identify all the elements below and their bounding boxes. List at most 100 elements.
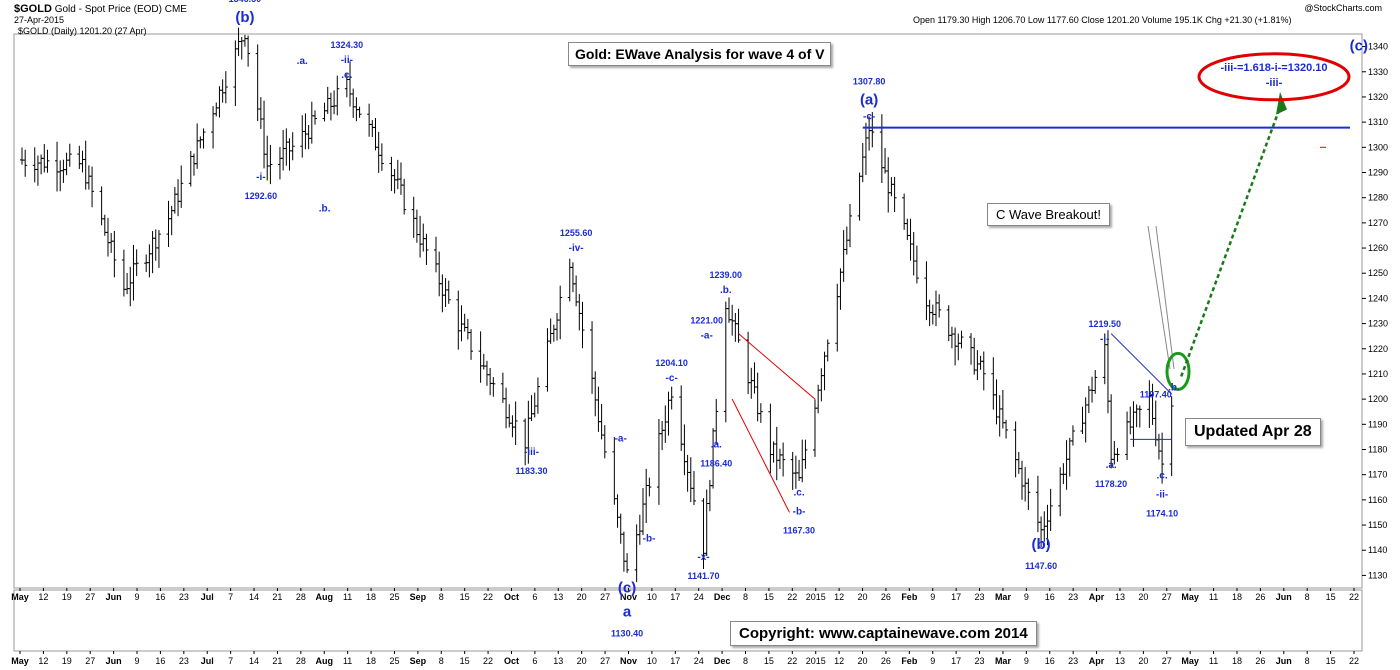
annotation-label: (a) — [860, 92, 878, 109]
annotation-label: 1292.60 — [245, 191, 278, 201]
x-tick-label: Sep — [410, 592, 427, 602]
wave-annotation: -a- — [615, 434, 627, 445]
x-tick-label: 16 — [1045, 592, 1055, 602]
wave-annotation: -b- — [643, 534, 656, 545]
wave-annotation: (c) a 1130.40 — [611, 579, 643, 638]
x-tick-label: 27 — [600, 592, 610, 602]
wave-annotation: -x- 1141.70 — [687, 552, 719, 581]
x-tick-label: 16 — [155, 656, 165, 666]
wave-annotation: .a. 1178.20 — [1095, 460, 1127, 489]
x-tick-label: Apr — [1089, 592, 1105, 602]
x-tick-label: 8 — [1305, 592, 1310, 602]
y-tick-label: 1180 — [1368, 445, 1387, 455]
y-tick-label: 1130 — [1368, 570, 1387, 580]
x-tick-label: 26 — [881, 592, 891, 602]
annotation-label: -b- — [793, 506, 806, 517]
x-tick-label: 15 — [764, 592, 774, 602]
x-tick-label: Mar — [995, 656, 1012, 666]
y-tick-label: 1160 — [1368, 495, 1387, 505]
x-tick-label: 9 — [930, 656, 935, 666]
y-tick-label: 1230 — [1368, 319, 1388, 329]
x-tick-label: 15 — [764, 656, 774, 666]
x-tick-label: 12 — [834, 656, 844, 666]
red-upper-trendline — [738, 333, 816, 400]
target-formula: -iii-=1.618-i-=1320.10 — [1220, 62, 1328, 74]
annotation-label: 1147.60 — [1025, 561, 1057, 571]
x-tick-label: 20 — [1138, 592, 1148, 602]
x-tick-label: 20 — [577, 592, 587, 602]
annotation-label: 1239.00 — [710, 270, 743, 280]
x-tick-label: Jul — [201, 656, 214, 666]
x-tick-label: 23 — [975, 656, 985, 666]
x-tick-label: 15 — [1326, 592, 1336, 602]
x-tick-label: 6 — [532, 656, 537, 666]
annotation-label: .a. — [1106, 460, 1117, 471]
wave-annotation: 1197.40 — [1140, 390, 1172, 400]
annotation-label: .a. — [711, 439, 722, 450]
x-tick-label: 18 — [1232, 592, 1242, 602]
x-tick-label: Aug — [315, 656, 333, 666]
wave-annotation: -i- 1292.60 — [245, 172, 278, 201]
x-tick-label: 9 — [1024, 592, 1029, 602]
x-tick-label: 28 — [296, 592, 306, 602]
x-tick-label: 25 — [389, 592, 399, 602]
x-tick-label: 22 — [1349, 656, 1359, 666]
x-tick-label: 2015 — [806, 592, 826, 602]
x-tick-label: 13 — [553, 656, 563, 666]
projection-arrow — [1180, 101, 1284, 377]
x-tick-label: Jun — [106, 656, 122, 666]
x-tick-label: 10 — [647, 592, 657, 602]
x-tick-label: 8 — [743, 592, 748, 602]
annotation-label: -i- — [256, 172, 265, 183]
annotation-label: -iv- — [569, 243, 584, 254]
x-tick-label: 13 — [553, 592, 563, 602]
x-tick-label: 27 — [85, 656, 95, 666]
x-tick-label: 12 — [38, 656, 48, 666]
wave-annotation: .b. 1239.00 — [710, 270, 743, 296]
x-tick-label: Aug — [315, 592, 333, 602]
annotation-label: 1186.40 — [700, 458, 732, 468]
x-tick-label: 27 — [85, 592, 95, 602]
x-tick-label: 11 — [1209, 656, 1218, 666]
annotation-label: (b) — [1032, 536, 1051, 553]
y-tick-label: 1340 — [1368, 42, 1388, 52]
x-tick-label: 14 — [249, 592, 259, 602]
x-tick-label: Oct — [504, 592, 519, 602]
wave-annotation: -iii- 1183.30 — [516, 447, 548, 476]
x-tick-label: Feb — [901, 656, 918, 666]
title-box: Gold: EWave Analysis for wave 4 of V — [568, 42, 832, 66]
x-tick-label: 21 — [272, 592, 282, 602]
x-tick-label: Jun — [106, 592, 122, 602]
x-tick-label: 22 — [483, 656, 493, 666]
x-tick-label: 23 — [1068, 592, 1078, 602]
x-tick-label: 16 — [1045, 656, 1055, 666]
annotation-label: .c. — [341, 70, 352, 81]
x-tick-label: Nov — [620, 592, 637, 602]
callout-pointer — [1147, 225, 1171, 369]
source-credit: @StockCharts.com — [1304, 3, 1382, 13]
x-tick-label: 21 — [272, 656, 282, 666]
x-tick-label: 18 — [366, 656, 376, 666]
x-tick-label: 23 — [975, 592, 985, 602]
x-tick-label: 16 — [155, 592, 165, 602]
target-ellipse — [1197, 52, 1351, 102]
x-tick-label: 19 — [62, 656, 72, 666]
x-tick-label: 10 — [647, 656, 657, 666]
x-tick-label: May — [1181, 592, 1199, 602]
wave-annotation: (c) — [1350, 38, 1368, 55]
x-tick-label: Nov — [620, 656, 637, 666]
x-tick-label: 12 — [834, 592, 844, 602]
annotation-label: .b. — [720, 285, 732, 296]
wave-annotation: -iv- 1255.60 — [560, 228, 593, 254]
x-tick-label: 20 — [858, 656, 868, 666]
y-tick-label: 1170 — [1368, 470, 1387, 480]
y-tick-label: 1290 — [1368, 168, 1388, 178]
y-tick-label: 1300 — [1368, 142, 1388, 152]
x-tick-label: 17 — [670, 592, 680, 602]
x-tick-label: 22 — [483, 592, 493, 602]
y-tick-label: 1280 — [1368, 193, 1388, 203]
annotation-label: -c- — [863, 112, 875, 123]
x-tick-label: 7 — [228, 656, 233, 666]
annotation-label: 1174.10 — [1146, 508, 1178, 518]
x-tick-label: 24 — [694, 592, 704, 602]
